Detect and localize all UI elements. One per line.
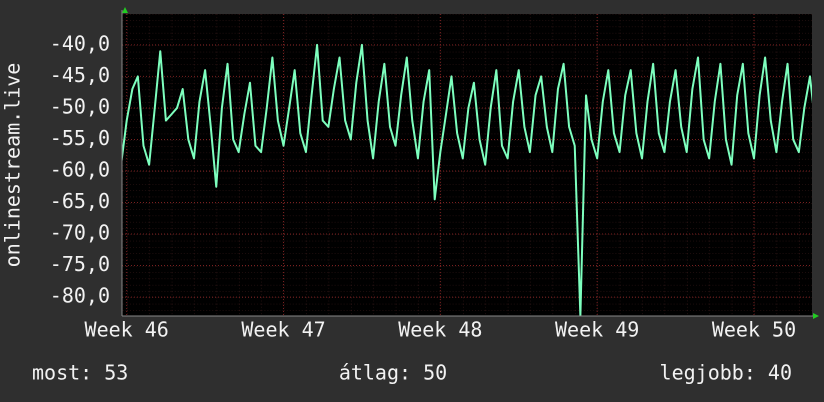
x-tick-label: Week 49	[555, 318, 639, 342]
plot	[122, 43, 812, 316]
y-tick-label: -70,0	[50, 221, 110, 245]
y-tick-label: -50,0	[50, 94, 110, 118]
x-tick-label: Week 46	[85, 318, 169, 342]
x-tick-label: Week 50	[712, 318, 796, 342]
y-tick-label: -40,0	[50, 31, 110, 55]
footer-best: legjobb: 40	[660, 361, 792, 385]
footer-average: átlag: 50	[339, 361, 447, 385]
y-tick-label: -60,0	[50, 157, 110, 181]
y-arrow	[122, 7, 128, 13]
y-tick-label: -80,0	[50, 284, 110, 308]
y-tick-label: -75,0	[50, 252, 110, 276]
y-axis-label: onlinestream.live	[1, 63, 25, 268]
x-tick-label: Week 48	[398, 318, 482, 342]
grid	[122, 14, 812, 316]
y-tick-label: -65,0	[50, 189, 110, 213]
footer-current: most: 53	[32, 361, 128, 385]
minor-grid	[122, 14, 812, 316]
x-arrow	[813, 313, 819, 319]
series-line	[122, 43, 812, 316]
y-tick-label: -45,0	[50, 63, 110, 87]
x-tick-label: Week 47	[241, 318, 325, 342]
y-tick-label: -55,0	[50, 126, 110, 150]
